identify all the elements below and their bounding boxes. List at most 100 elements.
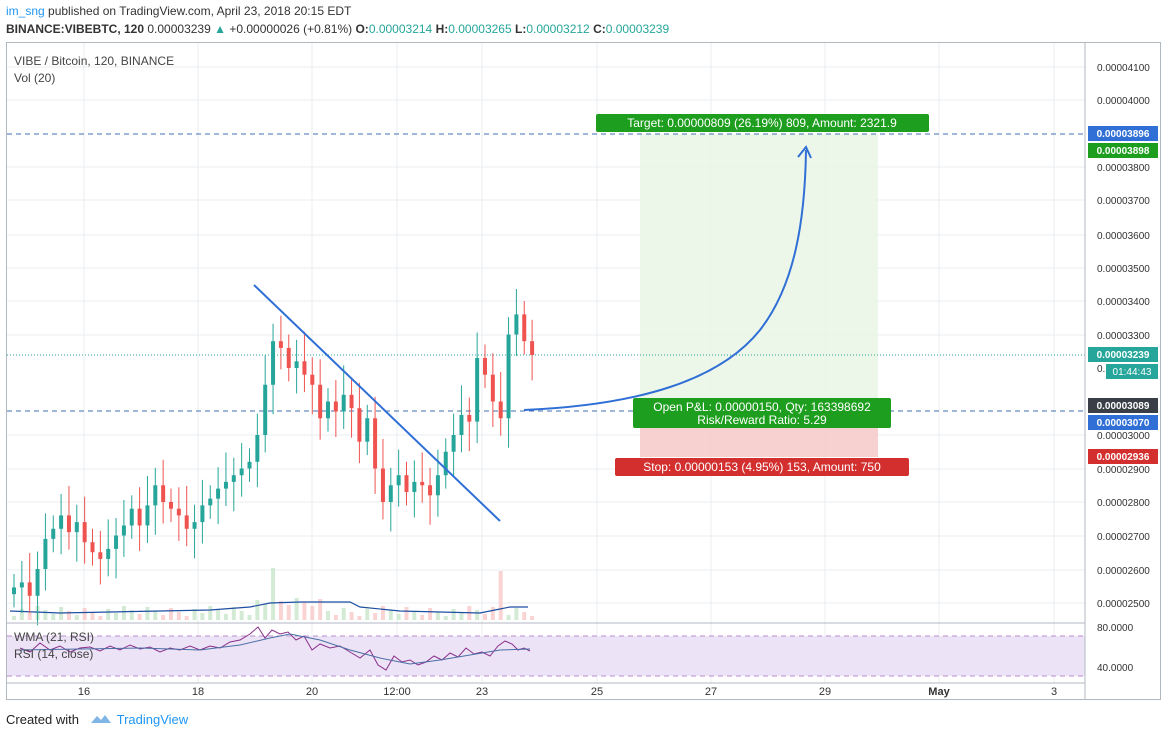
volume-bar — [114, 613, 119, 620]
volume-bar — [137, 614, 142, 620]
candle-body — [153, 485, 158, 506]
x-tick: 12:00 — [383, 686, 411, 698]
pnl-label-box[interactable] — [633, 398, 891, 428]
wma-legend[interactable]: WMA (21, RSI) — [14, 630, 94, 644]
target-zone[interactable] — [640, 134, 878, 410]
candle-body — [467, 414, 472, 422]
candles — [12, 288, 535, 626]
candle-body — [373, 418, 378, 469]
volume-bar — [169, 608, 173, 620]
x-tick: 16 — [78, 686, 90, 698]
candle-body — [192, 522, 197, 529]
candle-body — [310, 374, 315, 385]
y-tick: 0.00002800 — [1097, 498, 1150, 509]
volume-bar — [365, 609, 370, 620]
badge-entry-blue — [1088, 415, 1158, 430]
candle-body — [459, 414, 464, 435]
volume-bar — [333, 615, 338, 620]
vol-legend[interactable]: Vol (20) — [14, 71, 55, 85]
candle-body — [530, 341, 535, 355]
volume-bar — [412, 611, 417, 620]
candle-body — [247, 461, 252, 469]
candle-body — [490, 374, 495, 402]
candle-body — [380, 468, 385, 502]
badge-current — [1088, 347, 1158, 362]
candle-body — [302, 361, 307, 375]
target-label: Target: 0.00000809 (26.19%) 809, Amount:… — [627, 116, 897, 130]
rsi-tick: 80.0000 — [1097, 623, 1134, 634]
candle-body — [106, 548, 111, 559]
y-tick: 0.00002900 — [1097, 465, 1150, 476]
publisher-line: im_sng published on TradingView.com, Apr… — [6, 4, 351, 18]
publisher-user-link[interactable]: im_sng — [6, 4, 45, 18]
y-tick: 0.00002700 — [1097, 532, 1150, 543]
candle-body — [35, 569, 40, 596]
rsi-legend[interactable]: RSI (14, close) — [14, 647, 93, 661]
y-tick: 0.00004000 — [1097, 96, 1150, 107]
vertical-grid — [83, 43, 1055, 683]
projection-curve[interactable] — [523, 149, 807, 411]
candle-body — [428, 485, 433, 496]
candle-body — [145, 505, 150, 526]
volume-bar — [176, 612, 181, 620]
target-label-box[interactable] — [596, 114, 929, 132]
volume-bar — [435, 612, 440, 620]
publisher-text: published on TradingView.com, April 23, … — [44, 4, 352, 18]
candle-body — [231, 475, 236, 482]
x-tick: 18 — [192, 686, 204, 698]
candle-body — [435, 475, 440, 496]
stop-label-box[interactable] — [615, 458, 909, 476]
volume-bar — [310, 606, 315, 620]
quote-line: BINANCE:VIBEBTC, 120 0.00003239 ▲ +0.000… — [6, 22, 669, 36]
pair-legend[interactable]: VIBE / Bitcoin, 120, BINANCE — [14, 54, 174, 68]
volume-bar — [27, 613, 32, 620]
volume-bar — [341, 608, 346, 620]
volume-bar — [530, 616, 535, 620]
volume-bar — [326, 611, 330, 620]
pnl-label: Open P&L: 0.00000150, Qty: 163398692 — [653, 400, 871, 414]
time-axis[interactable]: 16 18 20 12:00 23 25 27 29 May 3 — [78, 686, 1057, 698]
footer-brand-link[interactable]: TradingView — [116, 712, 189, 727]
candle-body — [90, 542, 95, 553]
footer-created: Created with — [6, 712, 79, 727]
candle-body — [443, 451, 448, 476]
volume-bar — [43, 610, 48, 620]
volume-bar — [278, 601, 283, 620]
candle-body — [43, 538, 48, 569]
candle-body — [286, 347, 291, 368]
y-tick: 0.00002600 — [1097, 566, 1150, 577]
candle-body — [255, 435, 260, 462]
open-label: O: — [355, 22, 369, 36]
badge-stop-red — [1088, 449, 1158, 464]
volume-bar — [239, 611, 244, 620]
volume-bar — [129, 610, 134, 620]
volume-bar — [443, 616, 448, 620]
wma-line — [19, 633, 531, 665]
tradingview-logo-icon[interactable] — [89, 713, 113, 728]
x-tick: 3 — [1051, 686, 1057, 698]
candle-body — [404, 475, 409, 492]
volume-bar — [208, 606, 213, 620]
candle-body — [451, 435, 456, 452]
candle-body — [74, 522, 79, 533]
candle-body — [19, 582, 24, 588]
badge-entry-blue-text: 0.00003070 — [1097, 418, 1150, 429]
price-axis[interactable]: 0.00004100 0.00004000 0.00003800 0.00003… — [1097, 63, 1150, 674]
candle-body — [294, 361, 299, 368]
volume-bar — [90, 612, 95, 620]
volume-bar — [263, 604, 268, 620]
volume-bar — [19, 609, 24, 620]
volume-bar — [153, 611, 158, 620]
candle-body — [27, 582, 32, 596]
volume-bar — [506, 615, 511, 620]
candle-body — [388, 485, 393, 502]
candle-body — [396, 475, 401, 486]
candle-body — [114, 535, 119, 549]
badge-entry-dark — [1088, 398, 1158, 413]
projection-arrowhead — [797, 145, 812, 159]
volume-bar — [302, 602, 307, 620]
volume-bar — [459, 613, 464, 620]
volume-bar — [271, 568, 276, 620]
trend-line[interactable] — [253, 284, 501, 522]
